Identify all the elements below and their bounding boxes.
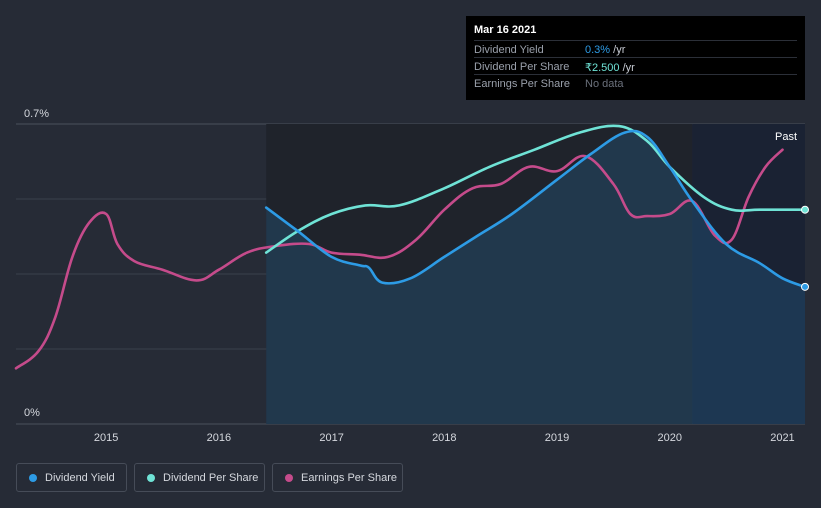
x-tick-label: 2021 <box>770 432 794 444</box>
tooltip-unit: /yr <box>610 44 626 56</box>
legend-item-earnings-per-share[interactable]: Earnings Per Share <box>272 463 403 492</box>
chart-regions <box>266 124 805 424</box>
x-tick-label: 2016 <box>207 432 231 444</box>
tooltip-row-earnings-per-share: Earnings Per Share No data <box>474 74 797 92</box>
tooltip-row-dividend-per-share: Dividend Per Share ₹2.500 /yr <box>474 57 797 75</box>
series-end-marker-dividend-yield <box>801 282 809 291</box>
chart-series <box>14 124 809 424</box>
past-region-shade <box>692 124 805 424</box>
legend-item-dividend-yield[interactable]: Dividend Yield <box>16 463 127 492</box>
tooltip-value: No data <box>585 78 624 90</box>
tooltip-label: Dividend Yield <box>474 44 544 56</box>
series-area-dividend-yield <box>266 130 805 424</box>
series-end-marker-dividend-per-share <box>801 205 809 214</box>
series-line-dividend-per-share <box>264 124 807 254</box>
tooltip-value: 0.3% <box>585 44 611 56</box>
tooltip-value: ₹2.500 <box>585 62 620 74</box>
x-tick-label: 2020 <box>658 432 682 444</box>
legend-item-dividend-per-share[interactable]: Dividend Per Share <box>134 463 265 492</box>
legend-dot-icon <box>147 473 155 482</box>
tooltip-row-dividend-yield: Dividend Yield 0.3% /yr <box>474 40 797 58</box>
tooltip-date: Mar 16 2021 <box>474 24 537 36</box>
x-tick-label: 2017 <box>319 432 343 444</box>
legend-label: Dividend Yield <box>45 471 115 484</box>
x-tick-label: 2015 <box>94 432 118 444</box>
x-tick-label: 2018 <box>432 432 456 444</box>
legend-label: Earnings Per Share <box>301 471 397 484</box>
y-tick-label: 0% <box>24 407 40 419</box>
tooltip-unit: /yr <box>619 62 635 74</box>
y-tick-label: 0.7% <box>24 108 49 120</box>
tooltip: Mar 16 2021 Dividend Yield 0.3% /yr Divi… <box>466 16 805 100</box>
series-line-dividend-yield <box>264 129 807 289</box>
series-line-earnings-per-share <box>14 148 784 370</box>
data-region-shade <box>266 124 693 424</box>
tooltip-label: Earnings Per Share <box>474 78 570 90</box>
legend-dot-icon <box>285 473 293 482</box>
tooltip-label: Dividend Per Share <box>474 61 570 73</box>
legend-dot-icon <box>29 473 37 482</box>
past-label: Past <box>775 131 797 143</box>
chart-labels: 0.7% 0% 2015 2016 2017 2018 2019 2020 2021 Past <box>24 108 797 444</box>
x-tick-label: 2019 <box>545 432 569 444</box>
legend-label: Dividend Per Share <box>163 471 259 484</box>
